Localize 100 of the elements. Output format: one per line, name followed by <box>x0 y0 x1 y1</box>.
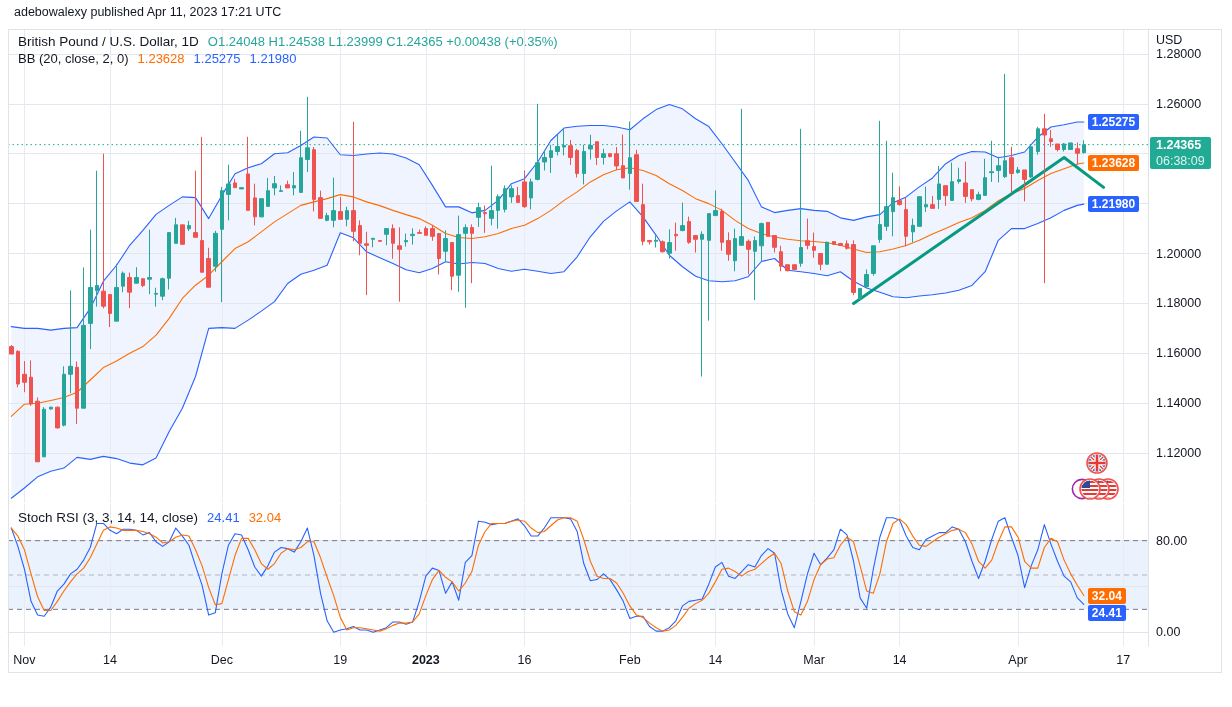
candlestick <box>509 184 514 204</box>
candlestick <box>470 223 474 284</box>
candlestick <box>167 232 171 290</box>
candlestick <box>121 270 125 293</box>
candlestick <box>483 204 487 234</box>
candlestick <box>963 161 968 204</box>
candlestick <box>897 185 902 207</box>
candlestick <box>318 190 323 219</box>
y-tick-label: 1.26000 <box>1156 96 1202 111</box>
candlestick <box>253 183 257 226</box>
candlestick <box>226 164 231 221</box>
candlestick <box>614 146 619 171</box>
candlestick <box>812 232 816 259</box>
candlestick <box>35 396 40 463</box>
line-series <box>10 201 1085 499</box>
candlestick <box>75 361 79 425</box>
candlestick <box>338 196 343 220</box>
candlestick <box>516 186 520 203</box>
candlestick <box>733 228 737 272</box>
text: 1.21980 <box>249 51 297 66</box>
y-tick-label: 1.20000 <box>1156 246 1202 261</box>
y-tick-label: 1.12000 <box>1156 446 1202 461</box>
x-tick-label: Dec <box>210 652 233 667</box>
candlestick <box>595 141 599 166</box>
x-tick-label: 14 <box>892 652 907 667</box>
candlestick <box>858 287 862 300</box>
candlestick <box>62 365 66 427</box>
candlestick <box>206 247 211 288</box>
candlestick <box>68 289 73 394</box>
candlestick <box>1042 113 1047 284</box>
candlestick <box>753 235 757 301</box>
candlestick <box>239 186 244 190</box>
candlestick <box>114 263 119 322</box>
y-tick-label: 1.16000 <box>1156 346 1202 361</box>
candlestick <box>160 276 165 301</box>
candlestick <box>871 245 876 277</box>
candlestick <box>601 148 606 165</box>
candlestick <box>476 202 481 228</box>
candlestick <box>371 237 375 248</box>
candlestick <box>667 228 672 260</box>
candlestick <box>503 184 507 213</box>
candlestick <box>127 271 132 309</box>
annotation: BB (20, close, 2, 0) <box>18 50 129 67</box>
candlestick <box>911 218 915 243</box>
candlestick <box>450 242 454 291</box>
candlestick <box>726 231 731 262</box>
candlestick <box>575 148 579 178</box>
candlestick <box>825 241 829 265</box>
candlestick <box>213 230 218 273</box>
candlestick <box>818 253 823 271</box>
candlestick <box>542 149 547 171</box>
x-tick-label: 17 <box>1116 652 1131 667</box>
text: 1.25275 <box>193 51 241 66</box>
candlestick <box>141 277 145 288</box>
candlestick <box>950 161 954 201</box>
candlestick <box>134 266 139 284</box>
candlestick <box>108 293 112 328</box>
candlestick <box>88 229 93 350</box>
x-tick-label: 16 <box>517 652 532 667</box>
candlestick <box>529 178 533 210</box>
candlestick <box>417 229 422 234</box>
candlestick <box>410 227 415 246</box>
candlestick <box>746 239 751 275</box>
candlestick <box>364 231 369 296</box>
candlestick <box>345 206 349 227</box>
candlestick <box>772 235 777 254</box>
candlestick <box>917 196 922 227</box>
candlestick <box>29 359 33 407</box>
candlestick <box>424 225 428 236</box>
candlestick <box>378 239 382 243</box>
candlestick <box>49 406 53 411</box>
candlestick <box>674 222 678 252</box>
candlestick <box>312 146 316 212</box>
candlestick <box>384 228 389 246</box>
candlestick <box>95 170 99 308</box>
x-tick-label: 2023 <box>411 652 440 667</box>
x-tick-label: 14 <box>708 652 723 667</box>
candlestick <box>832 241 836 245</box>
candlestick <box>891 172 895 237</box>
candlestick <box>299 130 303 193</box>
candlestick <box>358 219 362 256</box>
candlestick <box>101 153 106 309</box>
candlestick <box>81 267 86 409</box>
candlestick <box>489 165 494 226</box>
candlestick <box>1022 169 1027 202</box>
x-tick-label: 19 <box>333 652 348 667</box>
x-tick-label: 14 <box>103 652 117 667</box>
candlestick <box>660 239 665 254</box>
candlestick <box>351 121 356 242</box>
candlestick <box>200 136 204 273</box>
candlestick <box>22 360 27 393</box>
y-tick-label: 80.00 <box>1156 533 1188 548</box>
candlestick <box>924 186 928 213</box>
candlestick <box>266 177 270 207</box>
x-tick-label: Mar <box>803 652 825 667</box>
y-tick-label: 1.14000 <box>1156 396 1202 411</box>
candlestick <box>180 224 185 245</box>
candlestick <box>904 196 908 247</box>
candlestick <box>187 220 191 232</box>
candlestick <box>285 180 290 189</box>
